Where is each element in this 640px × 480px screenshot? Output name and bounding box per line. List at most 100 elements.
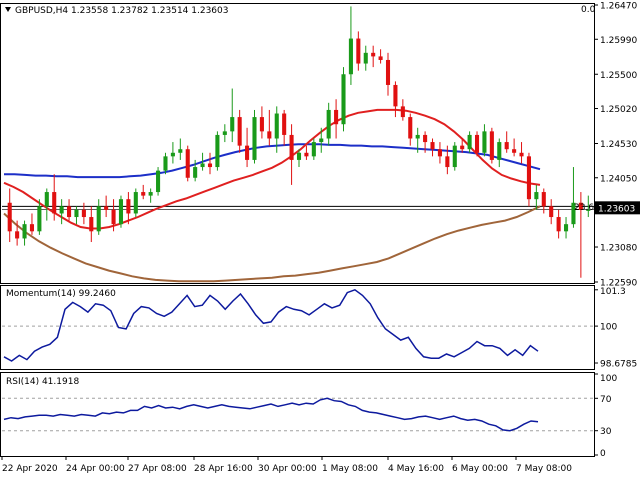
rsi-tick-label: 30	[600, 427, 612, 437]
candle-body	[52, 192, 57, 214]
candle-body	[22, 224, 27, 239]
dropdown-triangle-icon[interactable]	[5, 7, 11, 12]
candle-body	[563, 224, 569, 232]
candle-body	[341, 74, 346, 125]
candle-body	[170, 152, 175, 157]
sma-slow-line	[3, 205, 541, 283]
candle-body	[356, 38, 361, 64]
candle-body	[274, 113, 279, 139]
candle-body	[282, 113, 287, 135]
chart-title: GBPUSD,H4 1.23558 1.23782 1.23514 1.2360…	[15, 6, 228, 16]
candle-body	[571, 202, 576, 225]
candle-body	[504, 142, 509, 150]
time-tick-label: 7 May 08:00	[516, 464, 572, 474]
price-tick-label: 1.22590	[600, 279, 637, 289]
candle-body	[252, 117, 257, 160]
candle-body	[519, 152, 524, 157]
candle-body	[148, 192, 153, 196]
candle-body	[452, 145, 457, 168]
candle-body	[222, 131, 227, 135]
candle-body	[178, 149, 183, 153]
candle-body	[59, 206, 64, 214]
time-tick-label: 1 May 08:00	[322, 464, 378, 474]
candle-body	[296, 152, 302, 160]
price-tick-label: 1.25990	[600, 36, 637, 46]
candle-body	[267, 131, 272, 139]
candle-body	[156, 170, 161, 193]
time-tick-label: 27 Apr 08:00	[128, 464, 187, 474]
candle-body	[37, 206, 42, 232]
candle-body	[586, 209, 591, 211]
sma-mid-line	[4, 143, 541, 179]
candle-body	[230, 117, 235, 132]
rsi-axis: 100 70 30 0	[594, 373, 617, 459]
candle-body	[200, 163, 205, 168]
candle-body	[400, 106, 405, 118]
rsi-panel-frame	[0, 372, 595, 457]
rsi-tick-label: 0	[600, 449, 606, 459]
candle-body	[512, 149, 517, 153]
candle-body	[126, 199, 131, 214]
momentum-axis: 101.3 100 98.6785	[594, 287, 637, 370]
rsi-series	[2, 397, 594, 432]
candle-body	[363, 52, 368, 64]
price-axis: 1.26470 1.25990 1.25500 1.25020 1.24530 1.240…	[594, 2, 637, 289]
candle-body	[29, 224, 35, 232]
candle-body	[81, 209, 86, 218]
candle-body	[437, 149, 442, 157]
candle-body	[193, 167, 198, 178]
candle-body	[348, 38, 353, 75]
candle-body	[89, 217, 94, 232]
momentum-series	[2, 288, 594, 362]
time-axis: 22 Apr 2020 24 Apr 00:00 27 Apr 08:00 28 Ap…	[1, 456, 572, 474]
candle-body	[133, 192, 138, 214]
time-tick-label: 24 Apr 00:00	[66, 464, 125, 474]
candle-body	[408, 117, 413, 139]
time-tick-label: 4 May 16:00	[388, 464, 444, 474]
candle-body	[259, 117, 264, 132]
candle-body	[474, 134, 480, 153]
candle-body	[67, 206, 72, 218]
price-tick-label: 1.24050	[600, 174, 637, 184]
rsi-tick-label: 100	[600, 374, 617, 384]
candle-body	[7, 202, 12, 232]
candle-body	[74, 209, 79, 218]
price-tick-label: 1.25020	[600, 105, 637, 115]
momentum-tick-label: 100	[600, 323, 617, 333]
rsi-label: RSI(14) 41.1918	[6, 377, 79, 387]
candle-body	[445, 156, 450, 168]
momentum-label: Momentum(14) 99.2460	[6, 289, 116, 299]
last-price-tag	[595, 201, 640, 215]
candle-body	[497, 142, 502, 160]
candle-body	[215, 134, 220, 168]
price-tick-label: 1.23080	[600, 244, 637, 254]
candle-body	[44, 192, 49, 207]
candle-body	[163, 156, 168, 171]
momentum-tick-label: 98.6785	[600, 360, 637, 370]
candle-body	[385, 59, 391, 85]
candle-body	[393, 84, 398, 107]
candle-body	[541, 192, 546, 207]
candle-body	[423, 134, 428, 143]
candle-body	[104, 206, 109, 210]
candle-body	[245, 145, 250, 160]
momentum-line	[3, 288, 539, 362]
candle-body	[334, 109, 339, 125]
candlesticks	[7, 6, 591, 278]
rsi-tick-label: 70	[600, 395, 612, 405]
candle-body	[237, 117, 242, 146]
time-tick-label: 28 Apr 16:00	[194, 464, 253, 474]
price-tick-label: 1.26470	[600, 2, 637, 12]
candle-body	[207, 163, 213, 168]
candle-body	[556, 217, 561, 232]
fib-level-label: 23.6	[574, 203, 594, 213]
candle-body	[289, 134, 294, 160]
candle-body	[430, 142, 435, 150]
candle-body	[526, 156, 531, 200]
momentum-panel-frame	[0, 285, 595, 370]
candle-body	[482, 131, 487, 153]
candle-body	[15, 231, 20, 239]
time-tick-label: 30 Apr 00:00	[258, 464, 317, 474]
candle-body	[578, 202, 583, 210]
